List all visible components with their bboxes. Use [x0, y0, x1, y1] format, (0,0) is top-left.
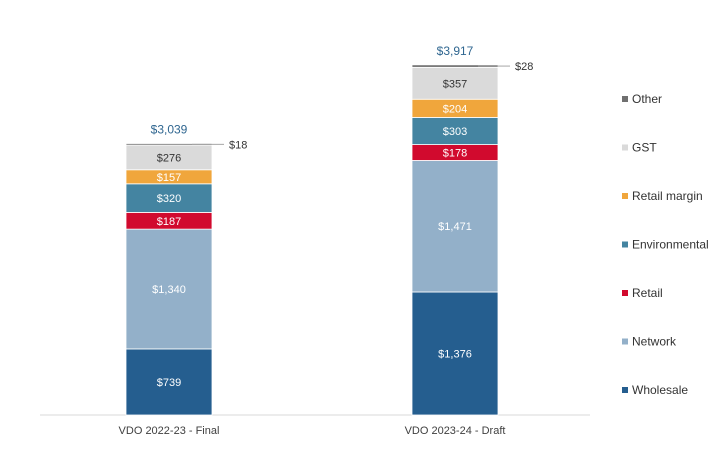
legend-label-retail: Retail: [632, 286, 663, 300]
bar-1-wholesale: [125, 348, 213, 416]
data-label-2-wholesale: $1,376: [438, 348, 472, 360]
bar-1-gst: [125, 144, 213, 171]
legend-label-wholesale: Wholesale: [632, 383, 688, 397]
legend: Other GST Retail margin Environmental Retail…: [622, 92, 709, 397]
legend-swatch-environmental: [622, 241, 628, 248]
legend-label-gst: GST: [632, 141, 657, 155]
bar-2-network: [411, 160, 499, 293]
data-label-1-environmental: $320: [157, 193, 181, 205]
bar-2-environmental: [411, 117, 499, 145]
data-label-1-retail: $187: [157, 216, 181, 228]
legend-swatch-gst: [622, 144, 628, 151]
legend-label-other: Other: [632, 92, 662, 106]
data-label-2-retail-margin: $204: [443, 103, 467, 115]
data-label-1-wholesale: $739: [157, 377, 181, 389]
data-label-1-gst: $276: [157, 152, 181, 164]
category-label-1: VDO 2022-23 - Final: [119, 425, 220, 437]
legend-swatch-network: [622, 338, 628, 345]
category-labels: VDO 2022-23 - Final VDO 2023-24 - Draft: [119, 425, 506, 437]
data-label-2-retail: $178: [443, 148, 467, 160]
legend-swatch-wholesale: [622, 387, 628, 393]
data-label-1-retail-margin: $157: [157, 172, 181, 184]
legend-label-network: Network: [632, 335, 677, 349]
total-label-1: $3,039: [151, 122, 188, 136]
bar-1-network: [125, 228, 213, 350]
data-label-2-other: $28: [515, 61, 533, 73]
bars-group: $739 $1,340 $187 $320 $157 $276 $18 $3,039 $1,37…: [125, 44, 533, 416]
data-label-1-network: $1,340: [152, 284, 186, 296]
bar-2-gst: [411, 66, 499, 100]
legend-label-retail-margin: Retail margin: [632, 189, 703, 203]
bar-2-wholesale: [411, 291, 499, 416]
data-label-2-gst: $357: [443, 78, 467, 90]
total-label-2: $3,917: [437, 44, 474, 58]
legend-swatch-retail: [622, 290, 628, 296]
legend-swatch-retail-margin: [622, 193, 628, 199]
data-label-1-other: $18: [229, 139, 247, 151]
legend-swatch-other: [622, 96, 628, 102]
data-label-2-environmental: $303: [443, 126, 467, 138]
data-label-2-network: $1,471: [438, 221, 472, 233]
category-label-2: VDO 2023-24 - Draft: [405, 425, 506, 437]
legend-label-environmental: Environmental: [632, 238, 709, 252]
